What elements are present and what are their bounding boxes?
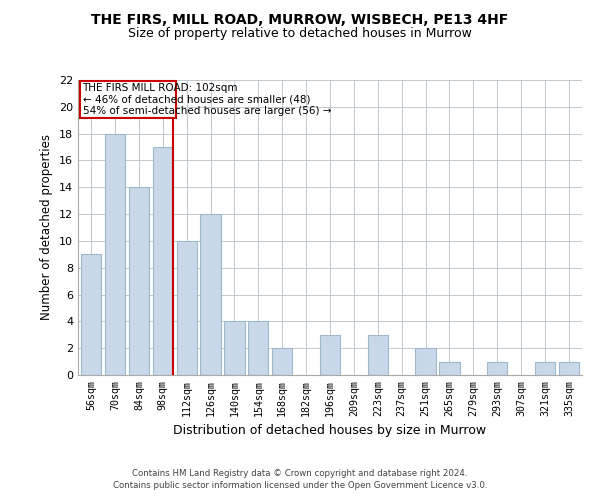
Bar (272, 348, 292, 375)
Text: Contains HM Land Registry data © Crown copyright and database right 2024.
Contai: Contains HM Land Registry data © Crown c… (113, 468, 487, 490)
Bar (487, 362, 508, 375)
Text: Size of property relative to detached houses in Murrow: Size of property relative to detached ho… (128, 28, 472, 40)
Bar (559, 362, 579, 375)
Text: ← 46% of detached houses are smaller (48): ← 46% of detached houses are smaller (48… (83, 95, 310, 105)
Bar (81, 254, 101, 375)
Bar (535, 362, 555, 375)
Bar (320, 335, 340, 375)
Bar (224, 322, 245, 375)
Bar (200, 214, 221, 375)
Text: 54% of semi-detached houses are larger (56) →: 54% of semi-detached houses are larger (… (83, 106, 331, 116)
Bar (105, 134, 125, 375)
Bar (368, 335, 388, 375)
FancyBboxPatch shape (80, 80, 176, 118)
Bar (415, 348, 436, 375)
Bar (129, 188, 149, 375)
X-axis label: Distribution of detached houses by size in Murrow: Distribution of detached houses by size … (173, 424, 487, 437)
Bar (176, 241, 197, 375)
Bar (439, 362, 460, 375)
Y-axis label: Number of detached properties: Number of detached properties (40, 134, 53, 320)
Bar (248, 322, 268, 375)
Text: THE FIRS MILL ROAD: 102sqm: THE FIRS MILL ROAD: 102sqm (83, 83, 238, 93)
Text: THE FIRS, MILL ROAD, MURROW, WISBECH, PE13 4HF: THE FIRS, MILL ROAD, MURROW, WISBECH, PE… (91, 12, 509, 26)
Bar (152, 147, 173, 375)
